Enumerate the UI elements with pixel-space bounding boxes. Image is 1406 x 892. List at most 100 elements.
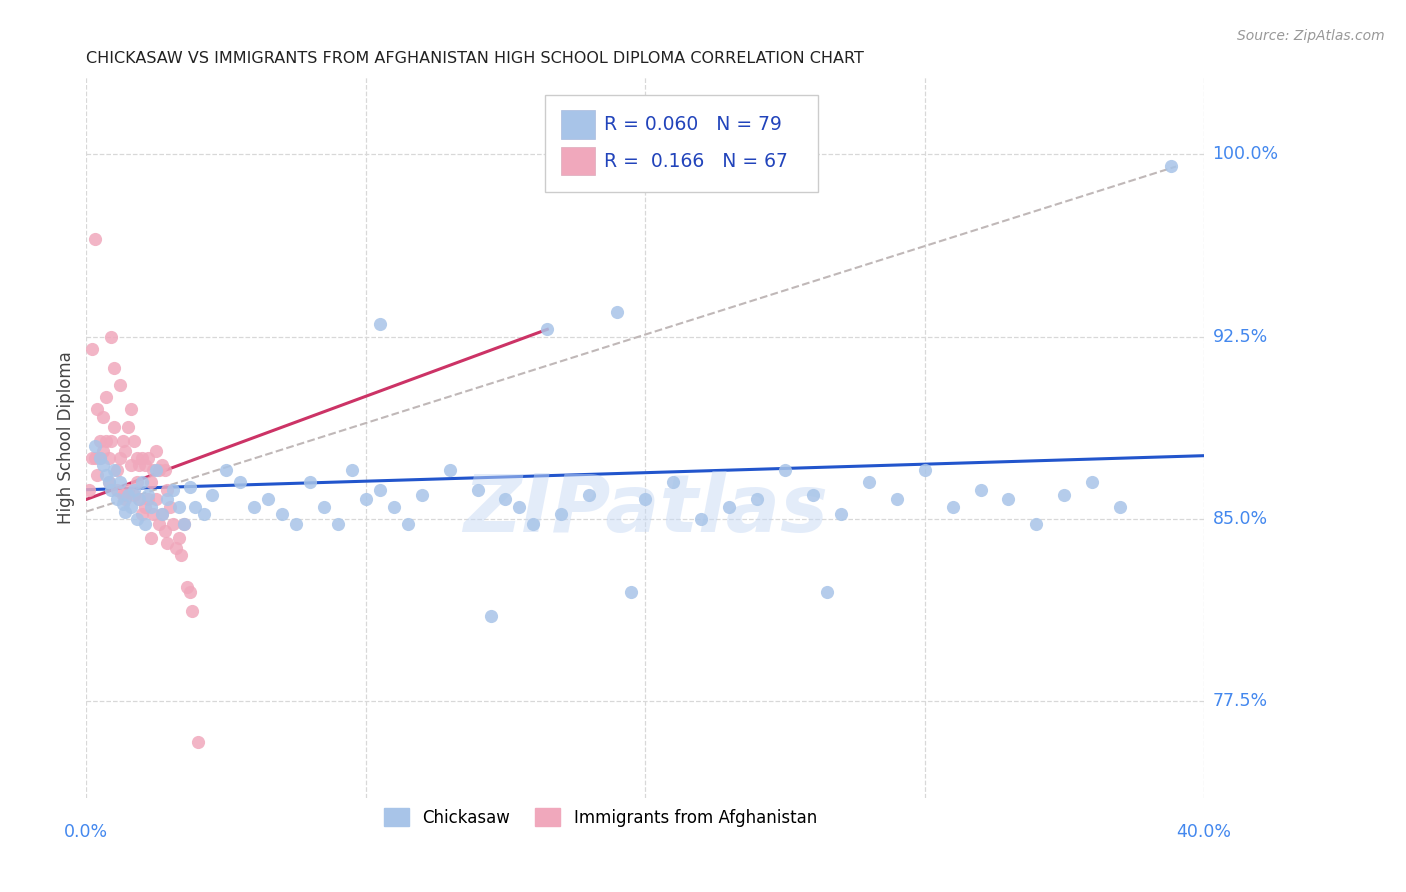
Point xyxy=(886,492,908,507)
Point xyxy=(125,512,148,526)
Point xyxy=(134,516,156,531)
Point xyxy=(131,507,153,521)
Point xyxy=(117,483,139,497)
Text: R = 0.060   N = 79: R = 0.060 N = 79 xyxy=(603,115,782,135)
Point xyxy=(1081,475,1104,490)
Point xyxy=(97,475,120,490)
Point xyxy=(139,500,162,514)
Point xyxy=(167,500,190,514)
Point xyxy=(170,549,193,563)
Point xyxy=(83,439,105,453)
Point xyxy=(86,468,108,483)
Point xyxy=(111,487,134,501)
Point xyxy=(773,463,796,477)
Point xyxy=(89,451,111,466)
Point xyxy=(103,419,125,434)
Point xyxy=(368,318,391,332)
Point xyxy=(508,500,530,514)
Point xyxy=(914,463,936,477)
Point xyxy=(111,434,134,448)
Point xyxy=(131,475,153,490)
Point xyxy=(326,516,349,531)
Point xyxy=(100,434,122,448)
Point xyxy=(120,500,142,514)
Point xyxy=(142,463,165,477)
Point xyxy=(941,500,963,514)
Point xyxy=(120,402,142,417)
Point xyxy=(94,390,117,404)
Point xyxy=(162,483,184,497)
Point xyxy=(148,516,170,531)
Point xyxy=(270,507,292,521)
Point xyxy=(153,463,176,477)
Point xyxy=(91,409,114,424)
Point xyxy=(128,492,150,507)
Point xyxy=(105,483,128,497)
Point xyxy=(145,463,167,477)
Point xyxy=(111,497,134,511)
FancyBboxPatch shape xyxy=(561,111,595,139)
Point xyxy=(136,451,159,466)
Point xyxy=(134,500,156,514)
Point xyxy=(312,500,335,514)
Text: 92.5%: 92.5% xyxy=(1212,327,1268,345)
Point xyxy=(162,516,184,531)
Point xyxy=(125,475,148,490)
Point xyxy=(969,483,991,497)
Point xyxy=(80,451,103,466)
Point xyxy=(179,584,201,599)
Text: 77.5%: 77.5% xyxy=(1212,692,1268,710)
Text: 0.0%: 0.0% xyxy=(65,823,108,841)
Point xyxy=(128,458,150,473)
Point xyxy=(139,531,162,545)
Point xyxy=(142,507,165,521)
Point xyxy=(411,487,433,501)
Point xyxy=(481,609,503,624)
Point xyxy=(156,536,179,550)
Point xyxy=(114,505,136,519)
Point xyxy=(187,735,209,749)
Point xyxy=(117,487,139,501)
Text: R =  0.166   N = 67: R = 0.166 N = 67 xyxy=(603,152,787,170)
Point xyxy=(86,402,108,417)
Point xyxy=(690,512,713,526)
Point xyxy=(396,516,419,531)
Point xyxy=(215,463,238,477)
Point xyxy=(193,507,215,521)
Point xyxy=(536,322,558,336)
Point xyxy=(97,475,120,490)
Point xyxy=(801,487,824,501)
Point xyxy=(173,516,195,531)
Point xyxy=(91,443,114,458)
Point xyxy=(1160,160,1182,174)
Point xyxy=(94,434,117,448)
Point xyxy=(439,463,461,477)
Point xyxy=(145,492,167,507)
Point xyxy=(153,524,176,538)
Point xyxy=(165,541,187,555)
Point xyxy=(122,434,145,448)
Point xyxy=(1109,500,1132,514)
Point xyxy=(89,451,111,466)
Point xyxy=(94,468,117,483)
Point xyxy=(83,451,105,466)
Point xyxy=(340,463,363,477)
Point xyxy=(91,458,114,473)
Point xyxy=(134,458,156,473)
Point xyxy=(150,458,173,473)
Point xyxy=(298,475,321,490)
Point xyxy=(467,483,489,497)
Point xyxy=(284,516,307,531)
Point xyxy=(662,475,685,490)
Text: 85.0%: 85.0% xyxy=(1212,510,1268,528)
FancyBboxPatch shape xyxy=(544,95,818,192)
Point xyxy=(97,451,120,466)
Point xyxy=(858,475,880,490)
Point xyxy=(815,584,838,599)
Point xyxy=(128,492,150,507)
Point xyxy=(122,487,145,501)
FancyBboxPatch shape xyxy=(561,146,595,176)
Point xyxy=(184,500,207,514)
Point xyxy=(120,458,142,473)
Point xyxy=(176,580,198,594)
